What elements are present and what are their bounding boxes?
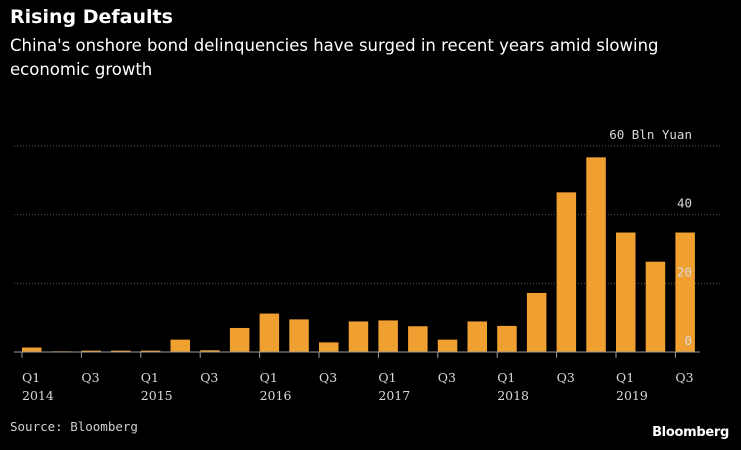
source-note: Source: Bloomberg [10,419,138,434]
x-tick-label-quarter: Q3 [557,370,575,385]
x-tick-label-year: 2018 [497,388,529,403]
bar-q2-2018 [526,292,547,352]
bar-q4-2014 [111,350,131,352]
bar-q1-2016 [259,313,280,352]
bar-series [22,157,695,352]
x-tick-label-quarter: Q1 [22,370,40,385]
bar-q3-2018 [556,192,577,352]
bar-q4-2018 [586,157,606,352]
bar-q1-2014 [22,347,42,352]
bar-q3-2019 [675,232,695,352]
bar-q1-2015 [140,350,161,352]
x-axis: Q1 2014 Q3 Q1 2015 Q3 Q1 2016 Q3 Q1 2017 Q3 Q1 2018 Q3… [14,351,700,403]
chart-subtitle: China's onshore bond delinquencies have … [10,36,659,79]
y-tick-label-20: 20 [677,264,692,279]
x-tick-label-quarter: Q1 [378,370,396,385]
x-tick-label-quarter: Q3 [319,370,337,385]
x-tick-label-quarter: Q1 [141,370,159,385]
bar-q1-2019 [616,232,636,352]
x-tick-label-year: 2019 [616,388,648,403]
x-tick-label-year: 2015 [141,388,173,403]
x-tick-label-quarter: Q1 [260,370,278,385]
gridlines [14,145,720,284]
x-tick-label-quarter: Q3 [675,370,693,385]
y-tick-label-60: 60 Bln Yuan [609,127,692,142]
y-axis-labels: 0 20 40 60 Bln Yuan [609,127,692,348]
bar-q4-2016 [348,321,369,352]
bar-q4-2015 [229,327,250,352]
bar-q3-2014 [81,350,101,352]
x-tick-label-quarter: Q1 [497,370,515,385]
bar-q2-2017 [408,326,428,352]
bar-q1-2017 [378,320,398,352]
x-tick-label-year: 2014 [22,388,54,403]
x-tick-label-quarter: Q1 [616,370,634,385]
x-tick-label-quarter: Q3 [438,370,456,385]
bar-q2-2015 [170,339,190,352]
bar-q2-2019 [645,261,666,352]
x-tick-label-year: 2017 [378,388,410,403]
bar-q3-2017 [437,339,458,352]
bar-q3-2016 [319,342,339,352]
bloomberg-logo: Bloomberg [652,425,729,440]
x-tick-label-year: 2016 [260,388,292,403]
y-tick-label-0: 0 [684,333,692,348]
chart-title: Rising Defaults [10,6,173,28]
x-tick-label-quarter: Q3 [200,370,218,385]
bar-q2-2016 [289,319,309,352]
bar-q4-2017 [467,321,487,352]
bar-q1-2018 [497,325,517,352]
bar-q3-2015 [200,350,220,352]
y-tick-label-40: 40 [677,196,692,211]
x-tick-label-quarter: Q3 [81,370,99,385]
